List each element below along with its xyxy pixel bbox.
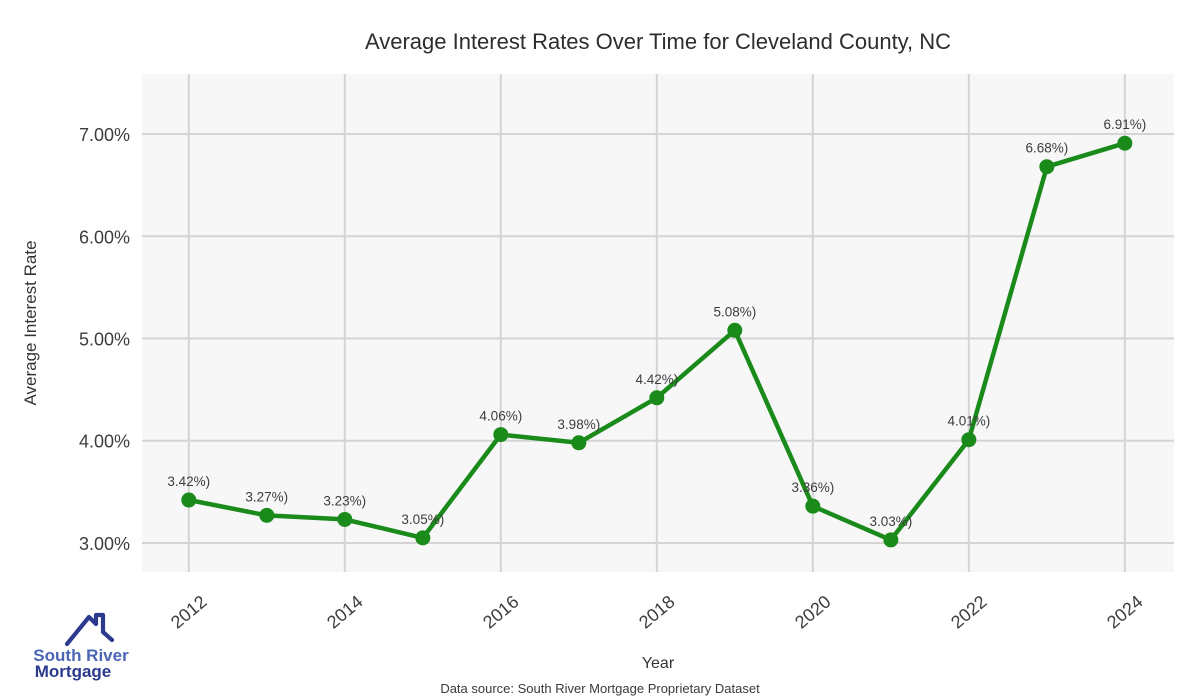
y-tick-label: 4.00% (79, 432, 130, 452)
data-point-label: 3.05%) (401, 512, 444, 527)
horizontal-gridlines (142, 133, 1174, 544)
x-tick-label: 2014 (323, 591, 367, 632)
data-point-label: 3.36%) (791, 480, 834, 495)
south-river-mortgage-logo: South River Mortgage (33, 612, 129, 681)
x-tick-label: 2022 (947, 591, 991, 632)
x-tick-label: 2016 (479, 591, 523, 632)
rate-line-markers (181, 135, 1133, 548)
data-point (337, 511, 353, 527)
data-point-label: 3.98%) (557, 417, 600, 432)
data-point-label: 4.06%) (479, 409, 522, 424)
x-tick-label: 2012 (167, 591, 211, 632)
data-point-label: 3.23%) (323, 493, 366, 508)
data-point (727, 322, 743, 338)
data-point (805, 498, 821, 514)
y-tick-label: 5.00% (79, 329, 130, 349)
data-point (571, 435, 587, 451)
x-tick-label: 2020 (791, 591, 835, 632)
x-tick-label: 2018 (635, 591, 679, 632)
y-tick-label: 6.00% (79, 227, 130, 247)
data-point-label: 4.01%) (947, 414, 990, 429)
y-axis-tick-labels: 3.00% 4.00% 5.00% 6.00% 7.00% (79, 125, 130, 554)
plot-area (142, 74, 1174, 572)
data-point (1039, 159, 1055, 175)
data-source-note: Data source: South River Mortgage Propri… (440, 681, 760, 696)
data-point-label: 6.68%) (1025, 141, 1068, 156)
data-point (493, 427, 509, 443)
data-point (649, 390, 665, 406)
data-point (181, 492, 197, 508)
chart-title: Average Interest Rates Over Time for Cle… (365, 29, 951, 54)
data-point-label: 5.08%) (713, 304, 756, 319)
data-point-label: 3.42%) (167, 474, 210, 489)
logo-text-south-river: South River (33, 646, 129, 665)
x-axis-title: Year (642, 655, 675, 672)
y-tick-label: 7.00% (79, 125, 130, 145)
house-roof-icon (64, 612, 115, 647)
data-point-labels: 3.42%) 3.27%) 3.23%) 3.05%) 4.06%) 3.98%) 4.42… (167, 117, 1146, 529)
y-axis-title: Average Interest Rate (21, 240, 40, 405)
vertical-gridlines (187, 74, 1126, 572)
data-point (415, 530, 431, 546)
data-point-label: 3.27%) (245, 489, 288, 504)
data-point-label: 6.91%) (1103, 117, 1146, 132)
x-tick-label: 2024 (1103, 591, 1147, 632)
x-axis-tick-labels: 2012 2014 2016 2018 2020 2022 2024 (167, 591, 1147, 632)
y-tick-label: 3.00% (79, 534, 130, 554)
data-point (1117, 135, 1133, 151)
data-point (259, 507, 275, 523)
data-point (883, 532, 899, 548)
data-point-label: 3.03%) (869, 514, 912, 529)
logo-text-mortgage: Mortgage (35, 662, 112, 681)
data-point (961, 432, 977, 448)
data-point-label: 4.42%) (635, 372, 678, 387)
